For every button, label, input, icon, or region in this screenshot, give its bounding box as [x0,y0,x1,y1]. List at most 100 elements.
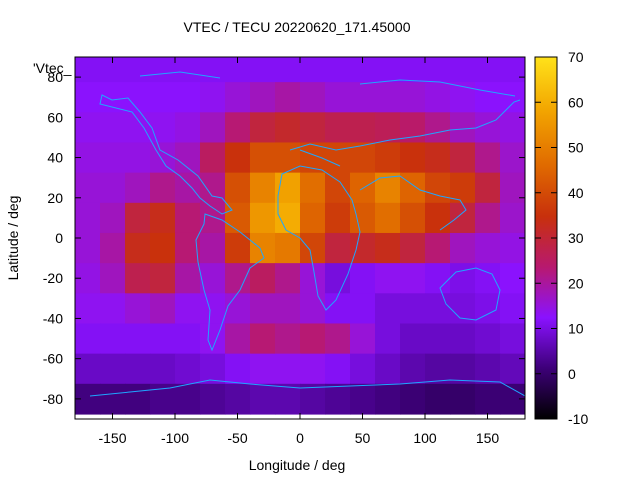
heatmap-cell [325,263,351,294]
heatmap-cell [150,57,176,83]
heatmap-cell [200,232,226,264]
heatmap-cell [375,142,401,174]
heatmap-cell [450,112,476,144]
heatmap-cell [400,142,426,174]
heatmap-cell [325,142,351,174]
heatmap-cell [250,112,276,144]
heatmap-cell [475,353,501,385]
heatmap-cell [125,82,151,113]
heatmap-cell [375,202,401,234]
chart-title: VTEC / TECU 20220620_171.45000 [183,19,410,35]
heatmap-cell [225,232,251,264]
x-tick-label: 0 [296,430,304,446]
heatmap-cell [450,82,476,113]
heatmap-cell [125,57,151,83]
heatmap-cell [250,82,276,113]
heatmap-cell [425,202,451,234]
heatmap-cell [250,263,276,294]
heatmap-cell [500,82,525,113]
heatmap-cell [200,112,226,144]
heatmap-cell [300,263,326,294]
y-tick-label: 80 [47,69,63,85]
heatmap-cell [125,293,151,325]
heatmap-cell [325,383,351,415]
heatmap-cell [375,383,401,415]
south-america-coast [195,213,265,352]
heatmap-cell [200,383,226,415]
heatmap-cell [225,202,251,234]
heatmap-cell [500,172,525,204]
heatmap-cell [125,383,151,415]
heatmap-cell [450,383,476,415]
heatmap-cell [450,142,476,174]
heatmap-cell [325,112,351,144]
colorbar-tick-label: 10 [568,321,584,337]
heatmap-cell [125,232,151,264]
heatmap-cell [150,172,176,204]
heatmap-cell [350,112,376,144]
heatmap-cell [300,172,326,204]
heatmap-cell [350,82,376,113]
x-tick-label: 100 [413,430,437,446]
heatmap-cell [150,82,176,113]
heatmap-cell [275,353,301,385]
heatmap-cell [400,293,426,325]
heatmap-cell [500,202,525,234]
heatmap-cell [425,353,451,385]
heatmap-cell [475,142,501,174]
heatmap-cell [250,353,276,385]
heatmap-cell [100,323,126,355]
colorbar-tick-label: 40 [568,185,584,201]
heatmap-cell [325,232,351,264]
heatmap-cell [475,263,501,294]
heatmap-cell [350,383,376,415]
heatmap-cell [475,232,501,264]
heatmap-cell [275,383,301,415]
heatmap-cell [425,82,451,113]
heatmap-cell [400,263,426,294]
heatmap-cell [175,82,201,113]
eurasia-coast [289,99,521,231]
heatmap-cell [300,82,326,113]
heatmap-cell [150,232,176,264]
heatmap-cell [425,172,451,204]
x-tick-label: -50 [227,430,247,446]
y-tick-label: 0 [55,230,63,246]
heatmap-cell [400,57,426,83]
australia-coast [439,267,501,321]
arctic-coast [139,71,516,97]
heatmap-cell [150,293,176,325]
heatmap-cell [375,112,401,144]
heatmap-cell [450,57,476,83]
heatmap-cell [475,383,501,415]
heatmap-cell [475,202,501,234]
heatmap-cell [375,172,401,204]
heatmap-cell [375,263,401,294]
heatmap-cell [250,142,276,174]
heatmap-cell [425,323,451,355]
colorbar-tick-label: -10 [568,411,588,427]
y-tick-label: -40 [43,310,63,326]
y-tick-label: -80 [43,391,63,407]
heatmap-cell [300,112,326,144]
heatmap-cell [275,202,301,234]
heatmap-cell [275,293,301,325]
heatmap-cell [275,112,301,144]
heatmap-cell [225,323,251,355]
heatmap-cell [275,232,301,264]
heatmap-cell [75,172,101,204]
heatmap-cell [425,263,451,294]
x-axis-label: Longitude / deg [249,457,346,473]
heatmap-cell [350,323,376,355]
heatmap-cell [125,142,151,174]
heatmap-cell [400,353,426,385]
y-tick-label: -60 [43,351,63,367]
heatmap-cell [300,57,326,83]
heatmap-cell [275,172,301,204]
heatmap-cell [400,202,426,234]
colorbar-tick-label: 60 [568,94,584,110]
heatmap-cell [175,112,201,144]
heatmap-cell [75,57,101,83]
heatmap-cell [450,232,476,264]
